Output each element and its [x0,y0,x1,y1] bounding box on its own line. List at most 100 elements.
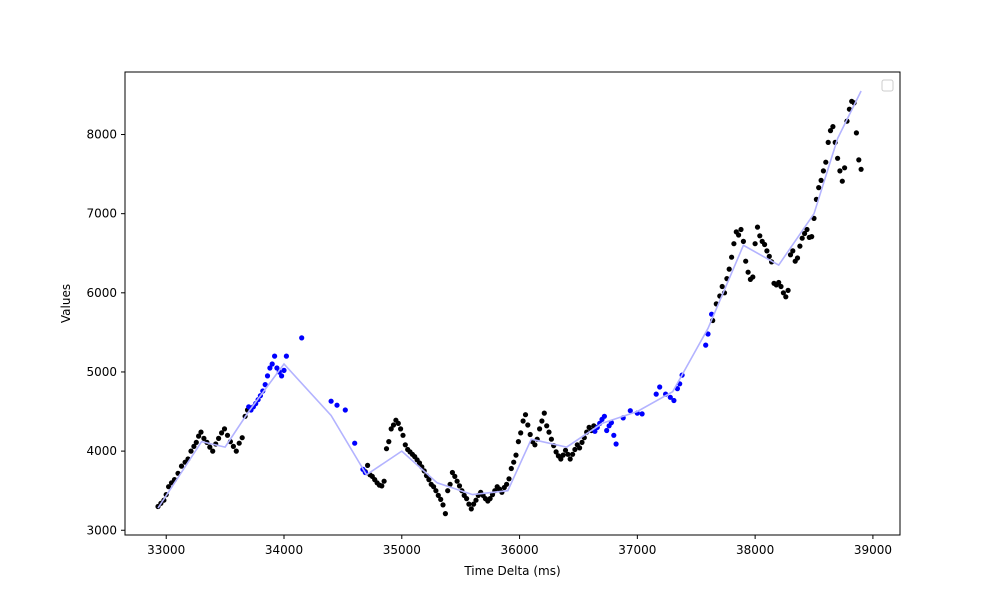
data-point [438,496,444,502]
data-point [279,373,285,379]
data-point [198,429,204,435]
data-point [809,234,815,240]
data-point [562,447,569,453]
data-point [522,412,529,418]
data-point [504,481,510,487]
data-point [811,215,817,221]
data-point [473,497,479,503]
data-point [532,442,538,448]
data-point [743,258,749,264]
data-point [193,439,199,445]
data-point [778,283,784,290]
data-point [520,418,526,424]
data-point [674,386,681,392]
data-point [611,432,617,438]
data-point [738,226,744,233]
data-point [560,452,566,458]
data-point [466,501,472,507]
data-point [799,235,805,241]
data-point [546,429,552,435]
x-tick-label: 37000 [618,543,656,557]
data-point [830,124,836,130]
data-point [780,290,787,296]
data-point [452,473,458,479]
x-tick-label: 38000 [736,543,774,557]
data-point [513,452,519,458]
data-point [837,168,843,174]
data-point [703,342,709,348]
data-point [230,443,236,449]
data-point [736,232,742,238]
data-point [216,435,222,441]
data-point [544,423,550,429]
legend-box[interactable] [881,79,894,92]
data-point [553,449,559,455]
y-axis: 3000 4000 5000 6000 7000 8000 [86,128,125,537]
data-point [776,279,782,286]
data-point [548,436,555,442]
data-point [431,484,437,490]
data-point [269,361,275,367]
data-point [508,465,514,472]
data-point [558,456,564,462]
data-point [541,410,547,416]
data-point [334,402,340,408]
data-point [719,283,725,290]
data-point [604,427,610,434]
x-tick-label: 39000 [854,543,892,557]
data-point [386,439,392,445]
data-point [442,510,448,517]
data-point [726,266,732,272]
data-point [842,165,848,171]
y-axis-label: Values [59,284,73,323]
data-point [267,365,273,371]
data-point [816,185,822,191]
data-point [752,241,758,247]
data-point [853,130,860,136]
data-point [449,469,455,476]
data-point [365,462,371,468]
data-point [579,439,585,445]
data-point [207,444,213,450]
data-point [395,420,401,426]
y-tick-label: 4000 [86,444,117,458]
data-point [416,460,423,466]
data-point [272,353,278,359]
data-point [447,481,453,487]
data-point [802,230,808,237]
data-point [839,178,845,184]
data-point [790,248,796,254]
data-point [787,252,794,258]
data-point [281,367,287,373]
data-point [856,157,862,163]
data-point [750,274,756,280]
data-point [613,441,619,447]
data-point [572,446,578,453]
y-tick-label: 8000 [86,128,117,142]
data-point [825,139,831,145]
y-tick-label: 7000 [86,207,117,221]
y-tick-label: 6000 [86,286,117,300]
data-point [196,433,202,439]
data-point [818,177,824,183]
data-point [639,411,645,417]
plot-frame [124,71,901,536]
data-point [210,448,216,454]
data-point [745,269,751,275]
data-point [381,478,387,484]
data-point [178,463,185,469]
data-point [565,451,571,457]
trend-line-group [157,90,862,509]
data-point [567,456,573,462]
data-point [766,253,772,259]
data-point [264,373,271,379]
data-point [468,506,474,512]
data-point [525,422,531,428]
data-point [754,224,761,230]
data-point [471,501,477,507]
data-point [537,426,543,432]
data-point [398,426,404,432]
y-tick-label: 5000 [86,365,117,379]
data-point [299,335,305,341]
